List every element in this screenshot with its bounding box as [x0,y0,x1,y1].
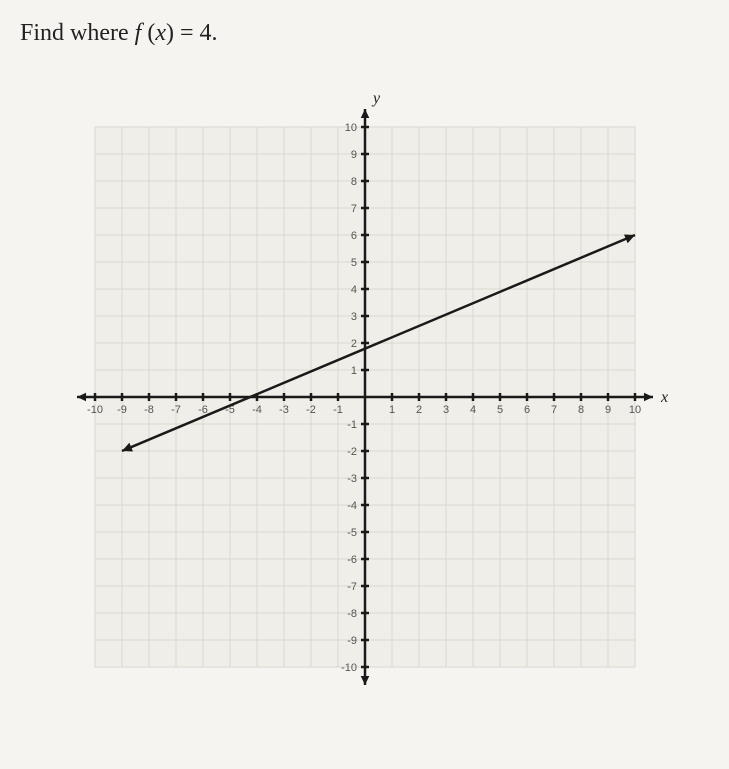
y-tick-label: 4 [350,284,356,296]
x-tick-label: -4 [252,404,262,416]
x-axis-label: x [660,389,668,406]
axis-arrow [360,676,369,685]
equals-part: ) = 4. [166,20,218,46]
y-tick-label: 1 [350,365,356,377]
y-tick-label: -3 [347,473,357,485]
x-tick-label: 6 [523,404,529,416]
y-tick-label: 6 [350,230,356,242]
y-tick-label: 2 [350,338,356,350]
question-text: Find where f (x) = 4. [15,20,714,47]
y-tick-label: -9 [347,635,357,647]
y-tick-label: -4 [347,500,357,512]
x-tick-label: -2 [306,404,316,416]
y-tick-label: 8 [350,176,356,188]
x-tick-label: 8 [577,404,583,416]
x-tick-label: -9 [117,404,127,416]
axis-arrow [77,393,86,402]
y-tick-label: -2 [347,446,357,458]
x-tick-label: 10 [628,404,640,416]
y-tick-label: 9 [350,149,356,161]
x-tick-label: 9 [604,404,610,416]
chart-container: -10 -9 -8 -7 -6 -5 -4 -3 -2 -1 1 2 3 4 5 6 7 8 9 10 -10 -9 -8 -… [15,87,714,707]
x-tick-label: 2 [415,404,421,416]
y-tick-label: -8 [347,608,357,620]
y-axis-label: y [371,90,381,107]
x-tick-label: -3 [279,404,289,416]
y-tick-label: -7 [347,581,357,593]
axis-arrow [643,393,652,402]
y-tick-label: 7 [350,203,356,215]
coordinate-graph: -10 -9 -8 -7 -6 -5 -4 -3 -2 -1 1 2 3 4 5 6 7 8 9 10 -10 -9 -8 -… [55,87,675,707]
y-tick-label: 5 [350,257,356,269]
question-prefix: Find where [20,20,135,46]
y-tick-label: 3 [350,311,356,323]
axis-arrow [360,109,369,118]
y-tick-label: 10 [344,122,356,134]
x-tick-label: -10 [87,404,103,416]
y-tick-label: -6 [347,554,357,566]
function-var: x [155,20,166,46]
y-tick-label: -10 [341,662,357,674]
y-tick-label: -1 [347,419,357,431]
x-tick-label: -7 [171,404,181,416]
x-tick-label: 7 [550,404,556,416]
x-tick-label: 5 [496,404,502,416]
x-tick-label: 3 [442,404,448,416]
x-tick-label: 1 [388,404,394,416]
y-tick-label: -5 [347,527,357,539]
x-tick-label: -1 [333,404,343,416]
x-tick-label: -8 [144,404,154,416]
x-tick-label: 4 [469,404,475,416]
paren-open: ( [141,20,155,46]
